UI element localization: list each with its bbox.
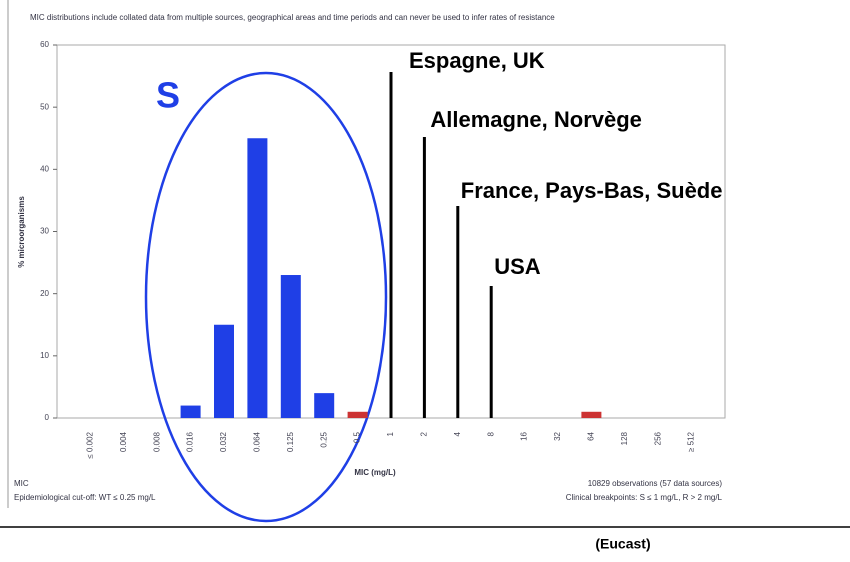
footer-right: Clinical breakpoints: S ≤ 1 mg/L, R > 2 …: [566, 493, 723, 502]
x-tick-label: 0.008: [152, 431, 161, 452]
x-tick-label: 0.125: [286, 431, 295, 452]
annotation: Allemagne, Norvège: [430, 107, 642, 132]
bar: [347, 411, 368, 418]
footer-left: Epidemiological cut-off: WT ≤ 0.25 mg/L: [14, 493, 156, 502]
x-tick-label: 0.064: [253, 431, 262, 452]
x-tick-label: 32: [553, 431, 562, 440]
susceptible-ellipse: [144, 71, 388, 523]
source: (Eucast): [595, 536, 650, 552]
x-tick-label: 1: [386, 431, 395, 436]
x-tick-label: 4: [453, 431, 462, 436]
x-tick-label: 16: [520, 431, 529, 440]
y-tick-label: 60: [40, 40, 49, 49]
bar: [214, 324, 234, 418]
y-axis-label: % microorganisms: [17, 196, 26, 268]
y-tick-label: 20: [40, 289, 49, 298]
x-tick-label: 0.25: [319, 431, 328, 447]
bar: [247, 138, 268, 418]
bar: [314, 393, 335, 418]
bar: [180, 405, 201, 418]
x-tick-label: ≥ 512: [687, 431, 696, 452]
annotation: USA: [494, 254, 541, 279]
x-tick-label: 128: [620, 431, 629, 445]
x-tick-label: ≤ 0.002: [86, 431, 95, 458]
group-label: S: [156, 75, 180, 116]
y-tick-label: 30: [40, 227, 49, 236]
x-tick-label: 2: [420, 431, 429, 436]
x-tick-label: 0.5: [353, 431, 362, 443]
footer-right: 10829 observations (57 data sources): [588, 479, 723, 488]
x-tick-label: 256: [653, 431, 662, 445]
y-tick-label: 50: [40, 102, 49, 111]
x-tick-label: 0.016: [186, 431, 195, 452]
y-tick-label: 10: [40, 351, 49, 360]
y-tick-label: 0: [45, 413, 50, 422]
annotation: France, Pays-Bas, Suède: [461, 178, 723, 203]
bar: [581, 411, 602, 418]
note: MIC distributions include collated data …: [30, 13, 555, 22]
x-axis-label: MIC (mg/L): [354, 468, 396, 477]
y-tick-label: 40: [40, 164, 49, 173]
bar: [280, 275, 301, 418]
x-tick-label: 0.032: [219, 431, 228, 452]
x-tick-label: 0.004: [119, 431, 128, 452]
footer-left: MIC: [14, 479, 29, 488]
x-tick-label: 64: [587, 431, 596, 440]
x-tick-label: 8: [486, 431, 495, 436]
annotation: Espagne, UK: [409, 48, 545, 73]
